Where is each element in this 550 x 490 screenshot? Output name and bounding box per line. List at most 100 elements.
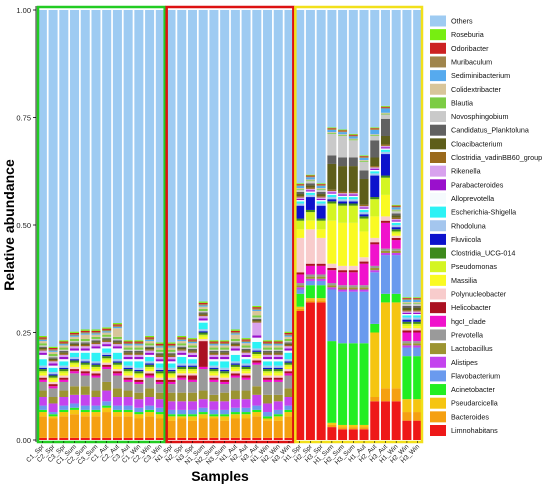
bar-segment-candidatus-planktoluna — [166, 353, 176, 355]
bar-segment-lactobacillus — [391, 250, 401, 253]
bar-segment-odoribacter — [305, 175, 315, 177]
bar-segment-roseburia — [209, 340, 219, 342]
bar-segment-hgci-clade — [59, 379, 69, 382]
bar-segment-polynucleobacter — [295, 237, 305, 273]
bar-segment-clostridia-ucg-014 — [348, 203, 358, 206]
bar-segment-roseburia — [91, 329, 101, 331]
bar-segment-bacteroides — [209, 418, 219, 438]
bar-segment-sediminibacterium — [48, 350, 58, 352]
bar-segment-massilia — [91, 369, 101, 372]
bar-segment-colidextribacter — [166, 347, 176, 350]
bar-segment-flavobacterium — [166, 409, 176, 415]
bar-segment-roseburia — [402, 297, 412, 299]
bar-segment-limnohabitans — [252, 437, 262, 440]
bar-segment-escherichia-shigella — [305, 192, 315, 195]
bar-segment-clostridia-vadinbb60-group — [263, 353, 273, 355]
bar-segment-helicobacter — [413, 330, 423, 333]
bar-segment-parabacteroides — [220, 357, 230, 360]
bar-segment-sediminibacterium — [252, 309, 262, 311]
bar-segment-rikenella — [209, 354, 219, 358]
bar-segment-alistipes — [80, 394, 90, 406]
bar-segment-parabacteroides — [263, 357, 273, 360]
bar-segment-pseudomonas — [59, 371, 69, 374]
bar-segment-bacteroides — [338, 427, 348, 430]
bar-segment-acinetobacter — [391, 293, 401, 303]
bar-segment-lactobacillus — [59, 390, 69, 397]
bar-segment-acinetobacter — [70, 407, 80, 410]
bar-segment-lactobacillus — [413, 343, 423, 346]
bar-segment-odoribacter — [134, 341, 144, 343]
bar-segment-blautia — [59, 347, 69, 350]
bar-segment-flavobacterium — [252, 405, 262, 410]
bar-segment-flavobacterium — [413, 347, 423, 357]
bar-segment-alistipes — [230, 399, 240, 408]
bar-segment-polynucleobacter — [263, 375, 273, 378]
bar-segment-muribaculum — [80, 332, 90, 334]
bar-segment-pseudarcicella — [48, 416, 58, 419]
bar-segment-lactobacillus — [80, 386, 90, 395]
bar-segment-flavobacterium — [70, 403, 80, 408]
bar-segment-roseburia — [177, 335, 187, 338]
bar-segment-alistipes — [37, 397, 47, 406]
bar-segment-bacteroides — [91, 416, 101, 438]
bar-segment-alistipes — [187, 401, 197, 410]
bar-segment-candidatus-planktoluna — [402, 305, 412, 308]
bar-segment-rikenella — [359, 206, 369, 208]
bar-segment-pseudomonas — [413, 323, 423, 327]
bar-segment-massilia — [348, 222, 358, 266]
bar-segment-rikenella — [263, 354, 273, 358]
bar-segment-escherichia-shigella — [166, 363, 176, 368]
bar-segment-hgci-clade — [123, 379, 133, 382]
bar-segment-pseudomonas — [252, 354, 262, 357]
bar-segment-novosphingobium — [187, 347, 197, 349]
bar-segment-alistipes — [241, 399, 251, 408]
legend-label: Sediminibacterium — [451, 71, 510, 80]
bar-segment-hgci-clade — [252, 362, 262, 365]
bar-segment-escherichia-shigella — [59, 361, 69, 366]
bar-segment-parabacteroides — [391, 220, 401, 222]
bar-segment-polynucleobacter — [391, 235, 401, 238]
bar-segment-alloprevotella — [252, 337, 262, 342]
x-axis-title: Samples — [191, 468, 249, 484]
bar-segment-sediminibacterium — [391, 207, 401, 210]
bar-segment-sediminibacterium — [209, 344, 219, 346]
bar-segment-prevotella — [48, 388, 58, 397]
bar-segment-cloacibacterium — [209, 352, 219, 354]
legend-label: Fluviicola — [451, 235, 481, 244]
bar-segment-candidatus-planktoluna — [102, 338, 112, 340]
bar-segment-flavobacterium — [230, 407, 240, 413]
bar-segment-others — [91, 10, 101, 330]
bar-segment-massilia — [391, 233, 401, 236]
legend-label: Flavobacterium — [451, 371, 500, 380]
bar-segment-hgci-clade — [48, 386, 58, 389]
bar-segment-candidatus-planktoluna — [380, 118, 390, 136]
bar-segment-rikenella — [413, 311, 423, 313]
bar-segment-colidextribacter — [348, 138, 358, 140]
bar-segment-alloprevotella — [380, 148, 390, 150]
bar-segment-bacteroides — [370, 397, 380, 402]
bar-segment-roseburia — [48, 346, 58, 348]
bar-segment-candidatus-planktoluna — [391, 213, 401, 216]
bar-segment-helicobacter — [70, 369, 80, 372]
bar-segment-pseudarcicella — [220, 416, 230, 421]
bar-segment-escherichia-shigella — [380, 149, 390, 152]
bar-segment-rhodoluna — [59, 365, 69, 368]
bar-segment-acinetobacter — [327, 341, 337, 423]
bar-segment-muribaculum — [359, 157, 369, 158]
bar-segment-prevotella — [70, 373, 80, 387]
bar-segment-lactobacillus — [48, 397, 58, 404]
bar-segment-clostridia-ucg-014 — [327, 201, 337, 204]
legend-label: Acinetobacter — [451, 385, 496, 394]
bar-segment-cloacibacterium — [370, 157, 380, 167]
bar-segment-pseudarcicella — [359, 424, 369, 428]
bar-segment-acinetobacter — [230, 412, 240, 415]
bar-segment-hgci-clade — [70, 371, 80, 374]
bar-segment-bacteroides — [348, 427, 358, 430]
bar-segment-rhodoluna — [112, 359, 122, 362]
bar-segment-bacteroides — [48, 418, 58, 438]
bar-segment-odoribacter — [327, 128, 337, 130]
y-tick-label: 0.25 — [16, 329, 31, 338]
bar-segment-escherichia-shigella — [370, 171, 380, 174]
bar-segment-pseudarcicella — [102, 407, 112, 413]
bar-segment-roseburia — [37, 335, 47, 338]
